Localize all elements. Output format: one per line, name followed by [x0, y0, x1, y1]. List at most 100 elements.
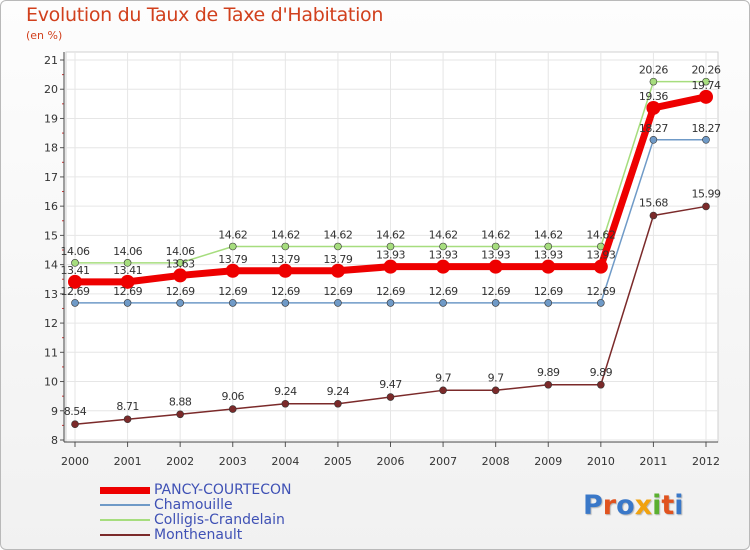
- data-label: 19.36: [639, 90, 668, 103]
- data-label: 12.69: [481, 285, 510, 298]
- data-point: [491, 242, 500, 251]
- data-point: [71, 299, 79, 307]
- y-tick-label: 21: [44, 54, 58, 67]
- chart-unit: (en %): [26, 29, 63, 42]
- legend-label: Monthenault: [154, 527, 243, 543]
- data-label: 14.62: [271, 228, 300, 241]
- logo-letter: r: [602, 490, 617, 521]
- data-point: [649, 77, 658, 86]
- data-label: 18.27: [692, 122, 721, 135]
- data-label: 14.62: [218, 228, 247, 241]
- x-tick-label: 2004: [271, 455, 299, 468]
- legend-label: Chamouille: [154, 497, 233, 513]
- data-label: 20.26: [692, 64, 721, 77]
- data-label: 12.69: [218, 285, 247, 298]
- data-point: [334, 299, 342, 307]
- data-point: [593, 259, 608, 274]
- data-label: 12.69: [376, 285, 405, 298]
- series-2: [71, 77, 710, 267]
- data-label: 14.62: [586, 228, 615, 241]
- legend-label: Colligis-Crandelain: [154, 512, 285, 528]
- data-point: [597, 299, 605, 307]
- data-label: 12.69: [429, 285, 458, 298]
- data-label: 12.69: [271, 285, 300, 298]
- data-point: [544, 299, 553, 307]
- data-label: 13.41: [113, 264, 142, 277]
- data-label: 8.88: [169, 395, 192, 408]
- data-label: 12.69: [534, 285, 563, 298]
- data-label: 13.79: [271, 253, 300, 266]
- data-label: 14.62: [376, 228, 405, 241]
- data-point: [386, 393, 395, 401]
- x-tick-label: 2010: [587, 455, 615, 468]
- logo-letter: i: [652, 490, 662, 521]
- data-point: [436, 259, 451, 274]
- data-point: [228, 405, 237, 413]
- data-label: 14.62: [429, 228, 458, 241]
- data-label: 14.62: [534, 228, 563, 241]
- data-label: 13.79: [218, 253, 247, 266]
- data-label: 18.27: [639, 122, 668, 135]
- y-tick-label: 17: [44, 171, 58, 184]
- data-label: 12.69: [166, 285, 195, 298]
- data-point: [334, 399, 342, 408]
- data-label: 13.93: [376, 249, 405, 262]
- data-point: [386, 242, 395, 251]
- data-point: [702, 202, 710, 211]
- data-point: [439, 299, 447, 307]
- data-point: [176, 410, 184, 419]
- legend-label: PANCY-COURTECON: [154, 482, 292, 498]
- y-tick-label: 11: [44, 346, 58, 359]
- data-label: 13.93: [586, 249, 615, 262]
- legend-swatch: [100, 486, 150, 494]
- data-point: [491, 299, 500, 307]
- data-point: [123, 415, 132, 424]
- data-point: [123, 259, 132, 267]
- data-point: [225, 263, 240, 278]
- data-label: 13.93: [534, 249, 563, 262]
- x-tick-label: 2012: [692, 455, 720, 468]
- y-tick-label: 12: [44, 317, 58, 330]
- data-point: [699, 89, 713, 104]
- data-point: [597, 380, 605, 389]
- series-0: [68, 89, 713, 289]
- data-label: 20.26: [639, 64, 668, 77]
- y-tick-label: 9: [51, 405, 58, 418]
- chart-title: Evolution du Taux de Taxe d'Habitation: [26, 4, 384, 26]
- data-point: [439, 242, 447, 251]
- data-point: [649, 211, 658, 220]
- data-label: 14.06: [61, 245, 90, 258]
- data-point: [491, 386, 500, 395]
- data-label: 12.69: [586, 285, 615, 298]
- data-label: 13.93: [429, 249, 458, 262]
- data-label: 19.74: [692, 79, 721, 92]
- data-label: 14.06: [166, 245, 195, 258]
- legend-swatch: [100, 519, 150, 521]
- data-label: 14.62: [323, 228, 352, 241]
- data-label: 9.24: [274, 385, 297, 398]
- logo-letter: P: [583, 490, 603, 521]
- data-point: [176, 299, 184, 307]
- data-label: 12.69: [323, 285, 352, 298]
- legend-swatch: [100, 534, 150, 536]
- y-tick-label: 15: [44, 229, 58, 242]
- data-point: [228, 242, 237, 251]
- data-label: 9.06: [222, 390, 245, 403]
- logo-letter: o: [616, 490, 635, 521]
- data-point: [330, 263, 345, 278]
- data-point: [649, 136, 658, 144]
- data-label: 13.93: [481, 249, 510, 262]
- data-label: 14.62: [481, 228, 510, 241]
- x-tick-label: 2003: [219, 455, 247, 468]
- data-point: [702, 77, 710, 86]
- data-point: [702, 136, 710, 144]
- data-label: 8.71: [116, 400, 139, 413]
- y-tick-label: 14: [44, 259, 58, 272]
- data-point: [120, 274, 135, 289]
- x-tick-label: 2001: [114, 455, 142, 468]
- series-3: [71, 202, 710, 429]
- data-label: 12.69: [61, 285, 90, 298]
- data-label: 15.68: [639, 197, 668, 210]
- data-label: 13.63: [166, 257, 195, 270]
- y-tick-label: 20: [44, 83, 58, 96]
